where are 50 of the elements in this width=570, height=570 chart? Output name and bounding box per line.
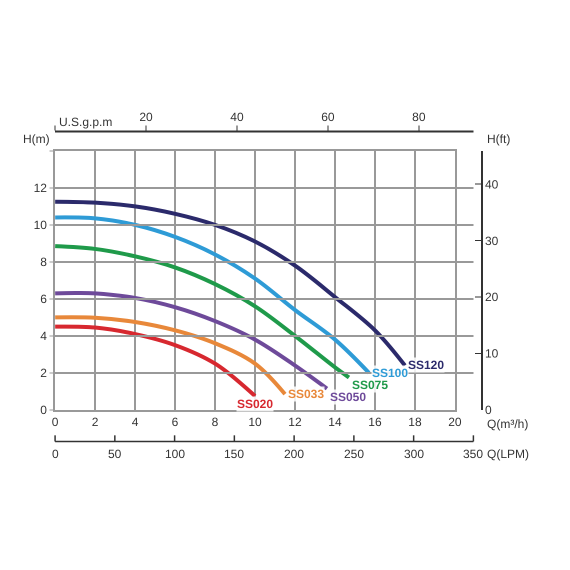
x2-tick-label: 60 bbox=[321, 110, 335, 124]
y2-tick-label: 30 bbox=[484, 234, 499, 248]
x-tick-label: 6 bbox=[172, 415, 179, 430]
series-label: SS033 bbox=[288, 387, 324, 401]
text: 250 bbox=[344, 447, 364, 461]
y-tick-label: 2 bbox=[40, 366, 48, 380]
text: 300 bbox=[404, 447, 424, 461]
y-tick-label: 12 bbox=[34, 181, 48, 196]
text: 50 bbox=[108, 447, 122, 461]
x-tick-label: 14 bbox=[328, 415, 342, 430]
x2-tick-label: 40 bbox=[230, 110, 244, 124]
x-tick-label: 10 bbox=[248, 415, 262, 430]
y2-tick-label: 10 bbox=[484, 346, 499, 361]
series-label: SS100 bbox=[372, 366, 408, 380]
line-series bbox=[55, 244, 351, 380]
x2-axis-title: U.S.g.p.m bbox=[59, 115, 112, 129]
x2-tick-label: 80 bbox=[412, 110, 426, 124]
x-tick-label: 20 bbox=[448, 415, 462, 430]
text: 200 bbox=[284, 447, 304, 461]
x2-tick-label: 20 bbox=[139, 110, 154, 124]
y2-axis-title: H(ft) bbox=[487, 132, 510, 146]
line-series bbox=[55, 315, 287, 396]
y2-tick-label: 40 bbox=[484, 177, 499, 192]
series-label: SS020 bbox=[237, 397, 274, 411]
y-tick-label: 4 bbox=[40, 329, 48, 344]
x-tick-label: 12 bbox=[288, 415, 302, 430]
x-tick-label: 16 bbox=[368, 415, 382, 430]
y-tick-label: 0 bbox=[40, 403, 48, 418]
y-tick-label: 10 bbox=[34, 218, 48, 232]
text: 350 bbox=[463, 447, 484, 461]
y-tick-label: 8 bbox=[40, 255, 48, 270]
series-label: SS120 bbox=[408, 358, 444, 372]
text: Q(LPM) bbox=[487, 447, 530, 461]
line-series bbox=[55, 215, 371, 375]
x-axis-title: Q(m³/h) bbox=[487, 417, 528, 431]
text: 0 bbox=[52, 447, 59, 461]
x-tick-label: 4 bbox=[132, 415, 139, 430]
x-tick-label: 2 bbox=[92, 415, 99, 430]
series-label: SS050 bbox=[330, 390, 366, 404]
x-tick-label: 18 bbox=[408, 415, 422, 430]
y2-tick-label: 0 bbox=[484, 403, 492, 418]
x-tick-label: 0 bbox=[52, 415, 59, 430]
text: 100 bbox=[165, 447, 186, 461]
y-tick-label: 6 bbox=[40, 292, 48, 306]
y2-tick-label: 20 bbox=[484, 290, 499, 304]
x-tick-label: 8 bbox=[212, 415, 219, 430]
text: 150 bbox=[224, 447, 244, 461]
y-axis-title: H(m) bbox=[23, 132, 50, 146]
line-series bbox=[55, 290, 329, 391]
series-label: SS075 bbox=[352, 378, 388, 392]
